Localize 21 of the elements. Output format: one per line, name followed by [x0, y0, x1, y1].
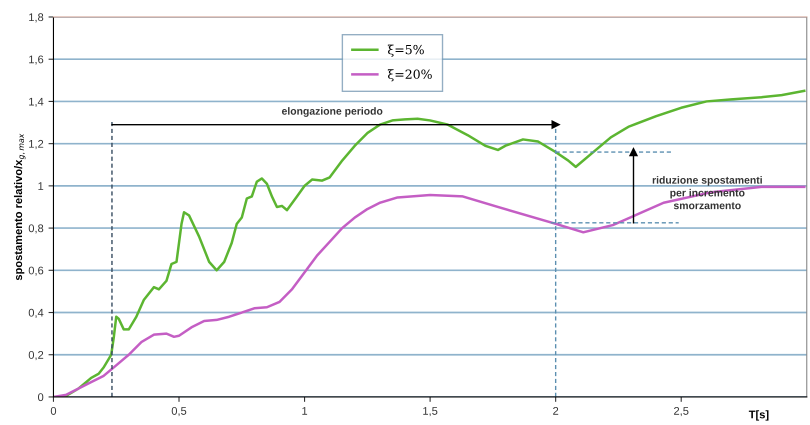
- y-tick-label: 1,8: [29, 13, 44, 22]
- y-tick-label: 0,4: [28, 308, 44, 318]
- annotation: elongazione periodo: [282, 107, 382, 117]
- y-tick-label: 1: [38, 182, 44, 190]
- y-tick-label: 1,2: [29, 140, 44, 150]
- x-tick-label: 2: [553, 406, 558, 415]
- x-axis-title: T[s]: [748, 410, 768, 421]
- legend-label: ξ=5%: [388, 44, 424, 57]
- y-tick-label: 1,6: [29, 55, 44, 65]
- y-tick-label: 1,4: [29, 98, 44, 107]
- x-tick-label: 0: [50, 406, 56, 415]
- legend-label: ξ=20%: [388, 69, 432, 82]
- x-tick-label: 1: [302, 407, 308, 415]
- y-tick-label: 0,6: [28, 266, 44, 276]
- y-tick-label: 0,8: [28, 224, 44, 234]
- x-tick-label: 2,5: [674, 406, 688, 416]
- y-tick-label: 0: [38, 393, 44, 402]
- y-axis-title: spostamento relativo/x$_{g,max}$: [14, 134, 26, 280]
- y-tick-label: 0,2: [28, 351, 44, 360]
- x-tick-label: 1,5: [423, 407, 438, 416]
- x-tick-label: 0,5: [172, 406, 186, 416]
